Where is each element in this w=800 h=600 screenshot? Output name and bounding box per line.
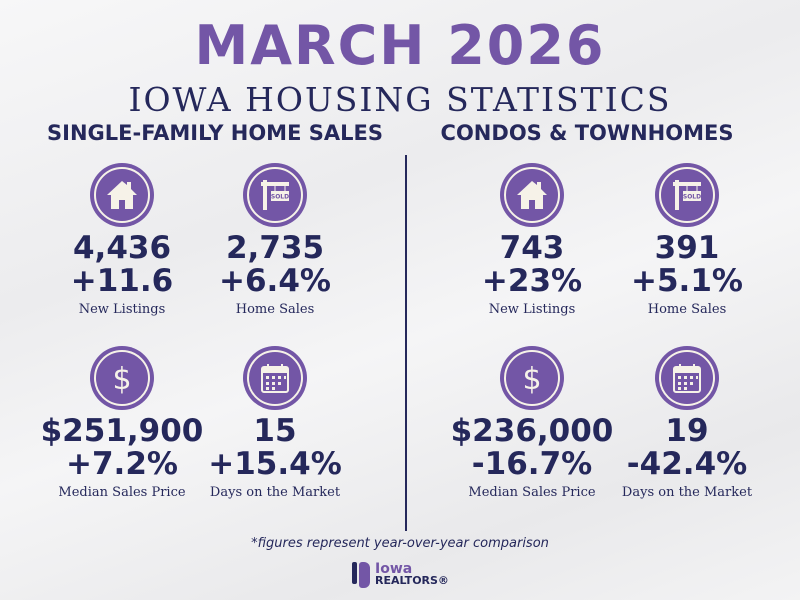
- logo-line1: Iowa: [375, 561, 413, 577]
- calendar-icon: [243, 346, 307, 410]
- metric-value: 4,436: [72, 230, 172, 266]
- metric-label: Home Sales: [235, 302, 315, 317]
- metric-label: New Listings: [488, 302, 576, 317]
- metric-label: Days on the Market: [621, 485, 753, 500]
- calendar-icon: [655, 346, 719, 410]
- metric-value: $236,000: [450, 413, 614, 449]
- logo-line2: REALTORS®: [375, 574, 449, 587]
- metric-new-listings: 4,436 +11.6 New Listings: [37, 163, 207, 319]
- metric-label: Median Sales Price: [468, 485, 596, 500]
- footnote: *figures represent year-over-year compar…: [251, 536, 549, 551]
- metric-value: $251,900: [40, 413, 204, 449]
- metric-change: +23%: [481, 263, 583, 299]
- metric-label: Days on the Market: [209, 485, 341, 500]
- dollar-icon: $: [90, 346, 154, 410]
- metric-change: +15.4%: [208, 446, 342, 482]
- metric-days-on-the-market: 15 +15.4% Days on the Market: [190, 346, 360, 502]
- metric-value: 2,735: [225, 230, 325, 266]
- page-subtitle: IOWA HOUSING STATISTICS: [128, 80, 672, 119]
- iowa-realtors-logo: Iowa REALTORS®: [352, 562, 449, 588]
- section-heading-condos: CONDOS & TOWNHOMES: [440, 121, 734, 145]
- svg-text:SOLD: SOLD: [271, 194, 289, 201]
- metric-label: Home Sales: [647, 302, 727, 317]
- metric-median-sales-price: $ $251,900 +7.2% Median Sales Price: [37, 346, 207, 502]
- metric-value: 743: [499, 230, 565, 266]
- svg-text:SOLD: SOLD: [683, 194, 701, 201]
- sold-sign-icon: SOLD: [243, 163, 307, 227]
- svg-text:$: $: [112, 362, 131, 396]
- logo-mark-icon: [352, 562, 370, 588]
- metric-label: Median Sales Price: [58, 485, 186, 500]
- dollar-icon: $: [500, 346, 564, 410]
- metric-change: +7.2%: [66, 446, 178, 482]
- section-divider: [405, 155, 407, 531]
- svg-text:$: $: [522, 362, 541, 396]
- metric-change: +5.1%: [631, 263, 743, 299]
- house-icon: [500, 163, 564, 227]
- metric-change: +6.4%: [219, 263, 331, 299]
- metric-median-sales-price: $ $236,000 -16.7% Median Sales Price: [447, 346, 617, 502]
- metric-value: 15: [253, 413, 297, 449]
- metric-new-listings: 743 +23% New Listings: [447, 163, 617, 319]
- sold-sign-icon: SOLD: [655, 163, 719, 227]
- metric-home-sales: SOLD 2,735 +6.4% Home Sales: [190, 163, 360, 319]
- metric-change: +11.6: [70, 263, 174, 299]
- metric-change: -16.7%: [471, 446, 593, 482]
- house-icon: [90, 163, 154, 227]
- page-title: MARCH 2026: [194, 14, 606, 77]
- metric-home-sales: SOLD 391 +5.1% Home Sales: [602, 163, 772, 319]
- metric-change: -42.4%: [626, 446, 748, 482]
- metric-value: 19: [665, 413, 709, 449]
- metric-value: 391: [654, 230, 720, 266]
- section-heading-single-family: SINGLE-FAMILY HOME SALES: [47, 121, 383, 145]
- metric-label: New Listings: [78, 302, 166, 317]
- metric-days-on-the-market: 19 -42.4% Days on the Market: [602, 346, 772, 502]
